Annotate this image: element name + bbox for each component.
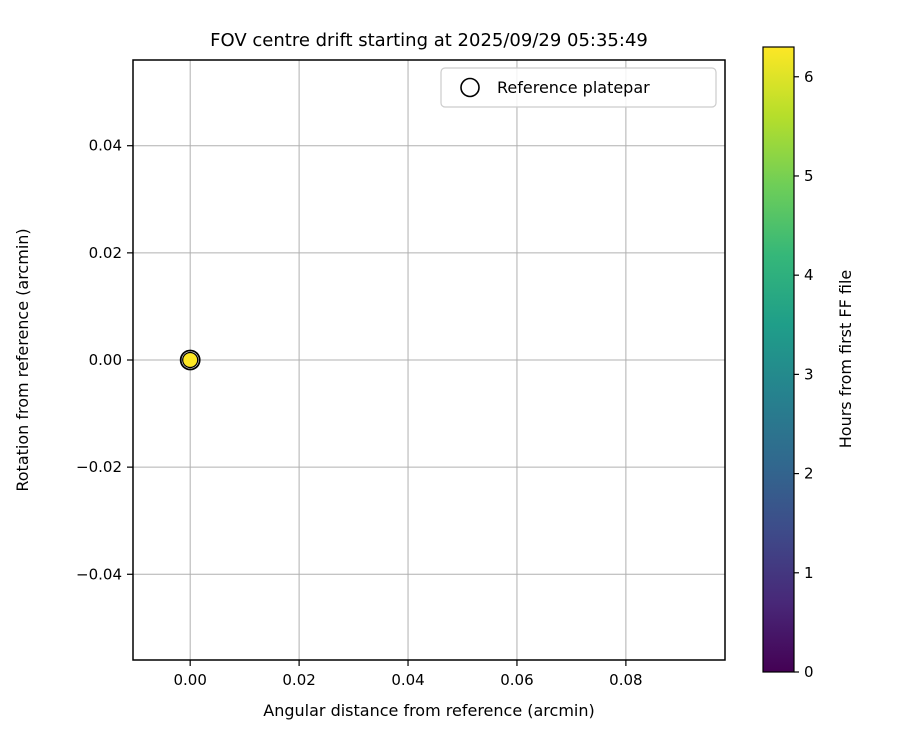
legend-label: Reference platepar [497, 78, 650, 97]
colorbar-gradient [762, 46, 795, 673]
colorbar: 0 1 2 3 4 5 6 Hours from first FF file [762, 46, 855, 681]
legend: Reference platepar [440, 67, 717, 108]
colorbar-ticks: 0 1 2 3 4 5 6 [794, 68, 814, 681]
y-axis-label: Rotation from reference (arcmin) [13, 228, 32, 491]
x-axis-label: Angular distance from reference (arcmin) [263, 701, 594, 720]
colorbar-label: Hours from first FF file [836, 270, 855, 449]
y-tick-label: −0.02 [76, 458, 122, 476]
y-tick-label: 0.00 [89, 351, 122, 369]
reference-platepar-marker [179, 349, 201, 371]
axis-ticks: 0.00 0.02 0.04 0.06 0.08 −0.04 −0.02 0.00 0.02 0.… [76, 137, 643, 689]
y-tick-label: −0.04 [76, 565, 122, 583]
y-tick-label: 0.02 [89, 244, 122, 262]
data-points [179, 349, 201, 371]
x-tick-label: 0.06 [500, 671, 533, 689]
grid-lines [133, 60, 725, 660]
colorbar-tick-label: 6 [804, 68, 814, 86]
x-tick-label: 0.08 [609, 671, 642, 689]
colorbar-tick-label: 4 [804, 266, 814, 284]
colorbar-tick-label: 1 [804, 564, 814, 582]
colorbar-tick-label: 3 [804, 365, 814, 383]
x-tick-label: 0.00 [173, 671, 206, 689]
x-tick-label: 0.04 [391, 671, 424, 689]
legend-open-circle-marker-icon [460, 77, 480, 98]
y-tick-label: 0.04 [89, 137, 122, 155]
legend-box [440, 67, 717, 108]
colorbar-tick-label: 0 [804, 663, 814, 681]
chart-title: FOV centre drift starting at 2025/09/29 … [210, 30, 648, 51]
scatter-point [182, 351, 199, 369]
x-tick-label: 0.02 [282, 671, 315, 689]
colorbar-tick-label: 2 [804, 465, 814, 483]
colorbar-tick-label: 5 [804, 167, 814, 185]
